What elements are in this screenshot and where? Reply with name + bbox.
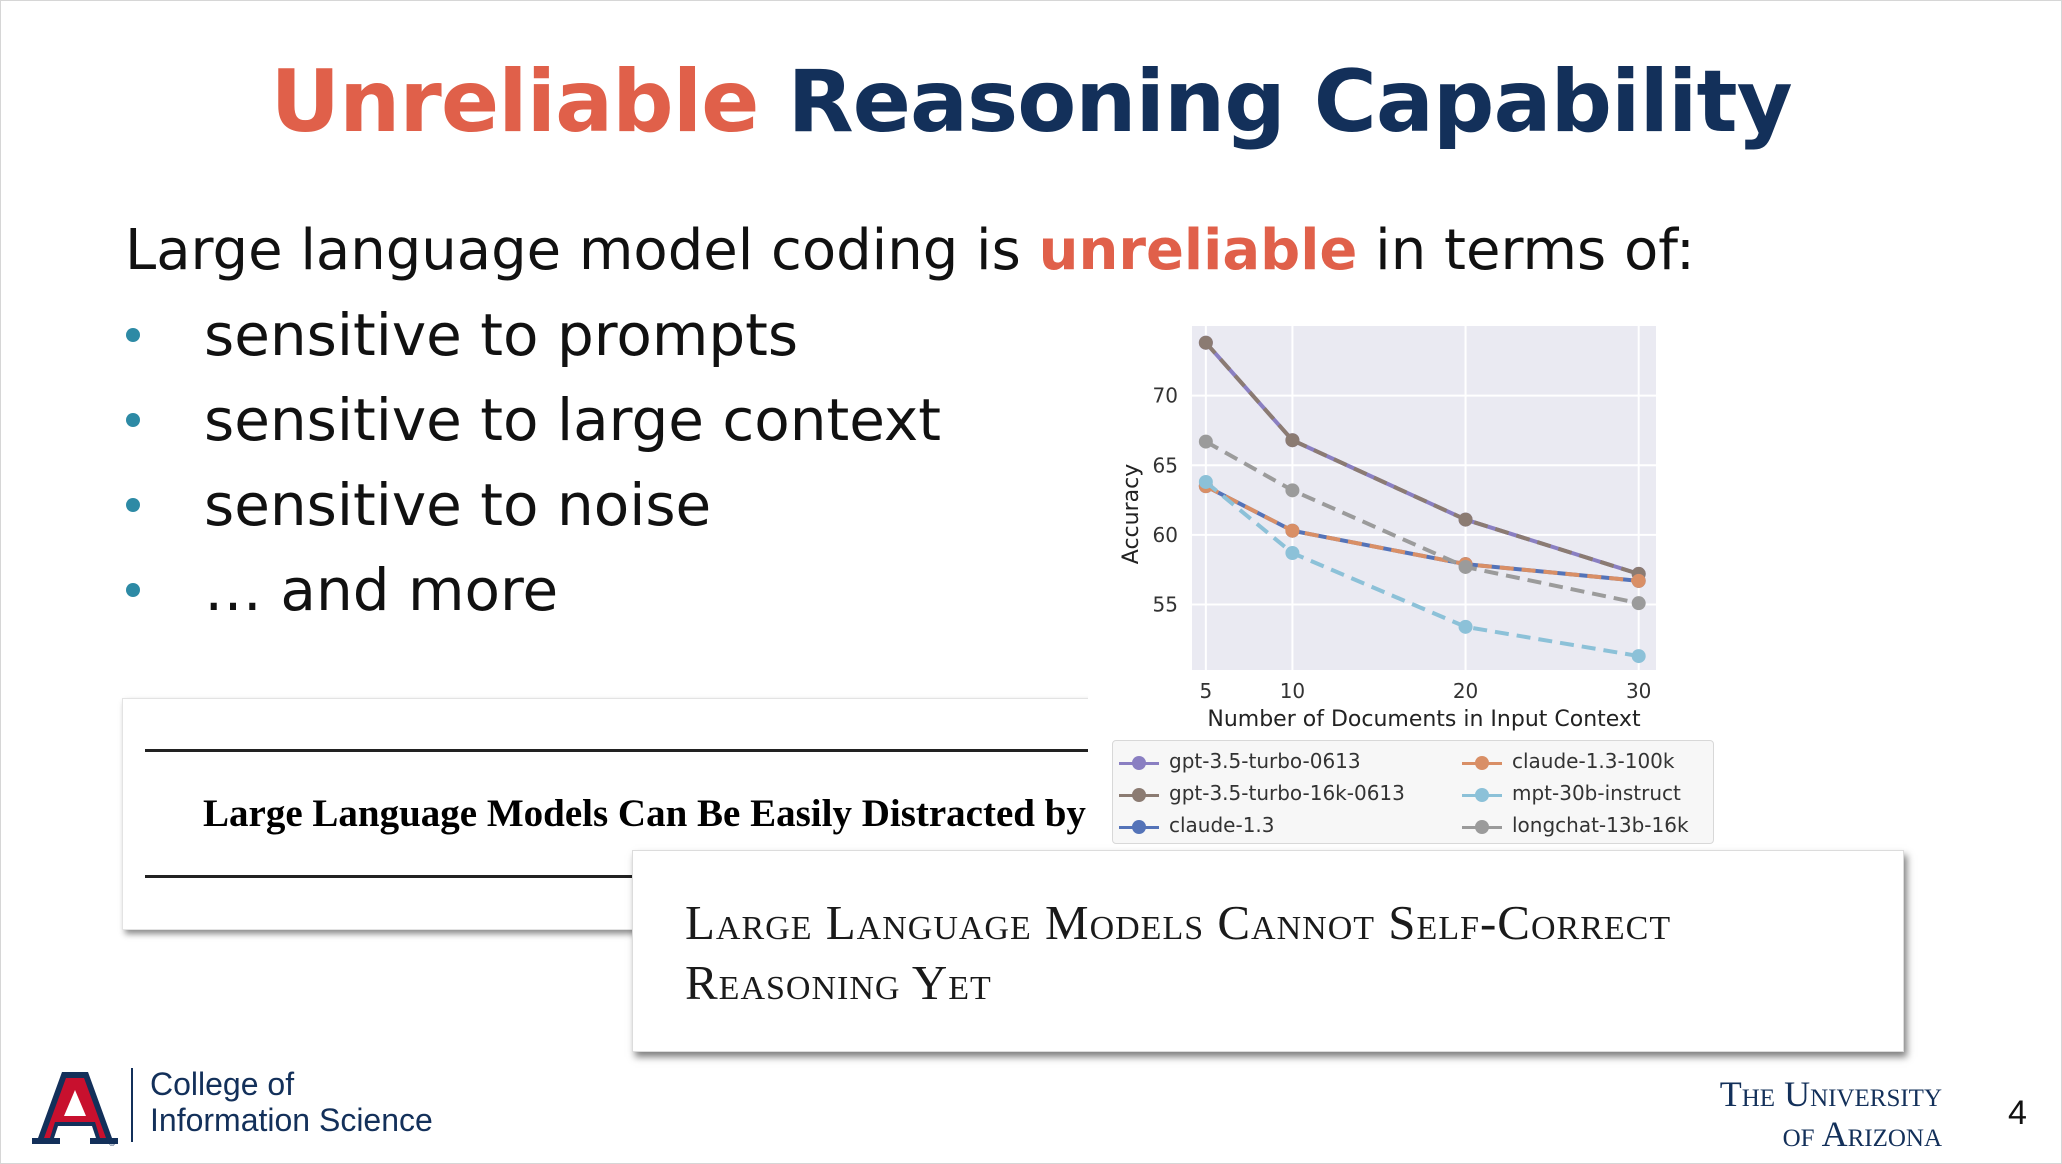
footer-divider [131,1068,133,1142]
series-line [1204,341,1640,576]
legend-label: mpt-30b-instruct [1512,781,1681,805]
legend-swatch-icon [1462,787,1502,803]
paper-title-text: Large Language Models Cannot Self-Correc… [685,893,1671,1013]
wordmark-line: of Arizona [1782,1114,1942,1154]
legend-item: gpt-3.5-turbo-0613 [1119,749,1361,773]
data-point [1285,523,1300,538]
college-name: College of Information Science [150,1066,433,1138]
university-wordmark: The University of Arizona [1720,1074,1942,1154]
legend-swatch-icon [1462,819,1502,835]
paper-rule-top [145,749,1183,752]
y-tick-label: 70 [1153,384,1178,408]
paper-title-line: Reasoning Yet [685,955,992,1010]
chart-svg: 5 10 20 30 55 60 65 70 Number of Documents in I… [1119,326,1656,732]
y-axis-label: Accuracy [1119,464,1144,564]
chart-series [1198,335,1646,664]
legend-label: claude-1.3 [1169,813,1275,837]
legend-label: gpt-3.5-turbo-16k-0613 [1169,781,1405,805]
university-a-logo: ® [32,1070,118,1150]
bullet-item: sensitive to large context [120,385,941,470]
plot-area [1192,326,1656,670]
x-axis-label: Number of Documents in Input Context [1207,707,1641,732]
legend-label: longchat-13b-16k [1512,813,1689,837]
data-point [1631,573,1646,588]
data-point [1285,483,1300,498]
lead-pre: Large language model coding is [125,218,1039,283]
bullet-dot-icon [126,498,140,512]
y-tick-label: 60 [1153,523,1178,547]
y-tick-label: 65 [1153,453,1178,477]
lead-highlight: unreliable [1038,218,1358,283]
data-point [1631,649,1646,664]
data-point [1198,474,1213,489]
bullet-item: sensitive to prompts [120,300,941,385]
bullet-list: sensitive to prompts sensitive to large … [120,300,941,640]
x-tick-label: 30 [1626,679,1651,703]
bullet-text: … and more [204,556,559,624]
y-tick-label: 55 [1153,593,1178,617]
data-point [1458,619,1473,634]
x-tick-label: 10 [1280,679,1305,703]
legend-swatch-icon [1119,787,1159,803]
page-number: 4 [2008,1094,2027,1132]
slide-title: Unreliable Reasoning Capability [0,52,2062,152]
college-line: College of [150,1066,295,1102]
chart-legend: gpt-3.5-turbo-0613 gpt-3.5-turbo-16k-061… [1112,740,1714,844]
wordmark-line: The University [1719,1074,1942,1114]
data-point [1285,546,1300,561]
legend-label: claude-1.3-100k [1512,749,1675,773]
data-point [1631,596,1646,611]
data-point [1285,433,1300,448]
paper-title-text: Large Language Models Can Be Easily Dist… [203,792,1111,835]
bullet-text: sensitive to prompts [204,301,799,369]
data-point [1458,559,1473,574]
legend-swatch-icon [1119,755,1159,771]
legend-item: claude-1.3-100k [1462,749,1674,773]
data-point [1198,434,1213,449]
bullet-text: sensitive to large context [204,386,941,454]
bullet-dot-icon [126,328,140,342]
registered-mark-icon: ® [108,1139,116,1146]
bullet-item: sensitive to noise [120,470,941,555]
bullet-text: sensitive to noise [204,471,712,539]
paper-title-line: Large Language Models Cannot Self-Correc… [685,895,1672,950]
lead-post: in terms of: [1357,218,1695,283]
title-highlight: Unreliable [270,52,759,152]
legend-label: gpt-3.5-turbo-0613 [1169,749,1361,773]
title-rest: Reasoning Capability [787,52,1792,152]
legend-item: mpt-30b-instruct [1462,781,1681,805]
college-line: Information Science [150,1102,433,1138]
data-point [1198,335,1213,350]
series-line [1204,439,1640,606]
data-point [1458,512,1473,527]
legend-item: gpt-3.5-turbo-16k-0613 [1119,781,1405,805]
bullet-dot-icon [126,583,140,597]
x-tick-label: 5 [1199,679,1212,703]
bullet-item: … and more [120,555,941,640]
chart-grid [1192,326,1656,670]
legend-swatch-icon [1119,819,1159,835]
x-tick-label: 20 [1453,679,1478,703]
series-line [1204,480,1640,659]
legend-item: claude-1.3 [1119,813,1275,837]
chart-ticks: 5 10 20 30 55 60 65 70 [1153,384,1652,703]
legend-item: longchat-13b-16k [1462,813,1689,837]
legend-swatch-icon [1462,755,1502,771]
paper-title-card-self-correct: Large Language Models Cannot Self-Correc… [632,850,1904,1052]
series-line [1204,484,1639,583]
bullet-dot-icon [126,413,140,427]
lead-sentence: Large language model coding is unreliabl… [125,218,1695,283]
